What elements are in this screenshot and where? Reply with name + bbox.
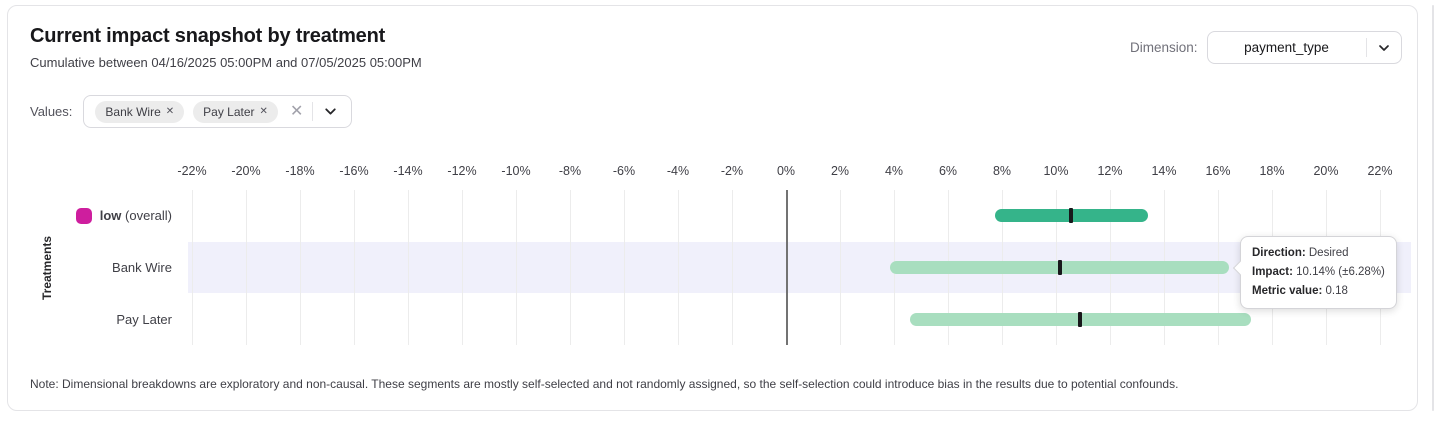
chip-remove-icon[interactable]: ✕ — [165, 105, 175, 117]
values-label: Values: — [30, 104, 73, 119]
tooltip-direction: Direction: Desired — [1252, 247, 1349, 259]
date-range-subtitle: Cumulative between 04/16/2025 05:00PM an… — [30, 55, 422, 70]
select-divider — [1365, 38, 1367, 57]
bar-tooltip: Direction: Desired Impact: 10.14% (±6.28… — [1232, 236, 1397, 309]
impact-snapshot-card — [7, 5, 1418, 411]
dimension-select-value: payment_type — [1244, 40, 1329, 55]
dimension-select[interactable]: payment_type — [1206, 31, 1402, 64]
multiselect-divider — [312, 102, 314, 121]
impact-interval-bar[interactable] — [909, 312, 1251, 326]
values-control-row: Values: Bank Wire ✕ Pay Later ✕ ✕ — [30, 95, 353, 128]
tooltip-impact: Impact: 10.14% (±6.28%) — [1252, 265, 1385, 278]
clear-all-icon[interactable]: ✕ — [290, 102, 304, 120]
chevron-down-icon — [1367, 40, 1401, 56]
footnote: Note: Dimensional breakdowns are explora… — [30, 377, 1179, 391]
value-chip: Pay Later ✕ — [193, 100, 278, 123]
adjacent-card-edge — [1432, 5, 1434, 411]
chip-label: Bank Wire — [105, 104, 161, 119]
impact-interval-bar[interactable] — [890, 261, 1230, 274]
chevron-down-icon[interactable] — [322, 103, 340, 120]
dimension-control-row: Dimension: payment_type — [1130, 31, 1402, 64]
dimension-label: Dimension: — [1130, 40, 1198, 55]
chip-remove-icon[interactable]: ✕ — [259, 105, 268, 117]
chip-label: Pay Later — [203, 104, 255, 119]
tooltip-metric-value: Metric value: 0.18 — [1252, 284, 1348, 297]
impact-interval-bar[interactable] — [994, 209, 1149, 223]
value-chip: Bank Wire ✕ — [95, 100, 185, 123]
values-multiselect[interactable]: Bank Wire ✕ Pay Later ✕ ✕ — [83, 95, 353, 128]
page-title: Current impact snapshot by treatment — [30, 25, 386, 47]
